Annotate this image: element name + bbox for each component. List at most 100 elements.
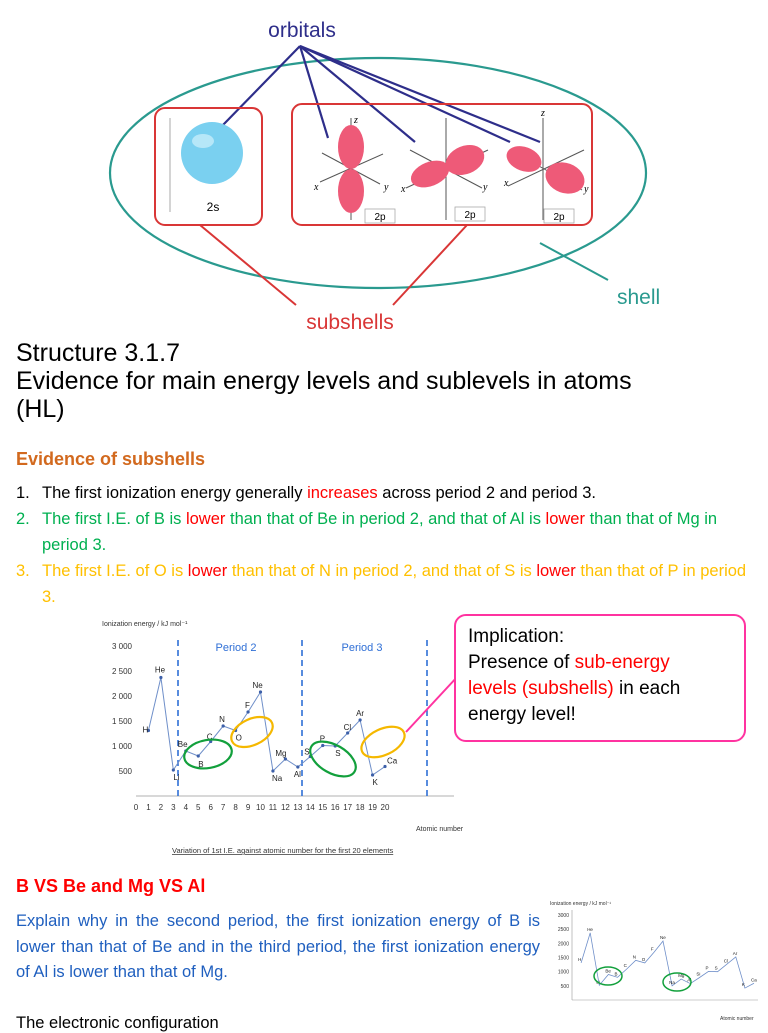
mini-chart-xlabel: Atomic number	[720, 1016, 754, 1022]
mini-element-label: K	[742, 982, 745, 987]
x-tick-label: 17	[343, 803, 352, 812]
element-label: Al	[294, 770, 301, 779]
y-tick-label: 2 000	[112, 692, 133, 701]
chart-caption: Variation of 1st I.E. against atomic num…	[172, 846, 393, 855]
explain-question: Explain why in the second period, the fi…	[16, 912, 540, 981]
data-point	[383, 764, 387, 769]
element-label: He	[155, 666, 166, 675]
element-label: B	[198, 760, 203, 769]
mini-element-label: Si	[696, 972, 700, 977]
callout-line-3: levels (subshells) in each	[468, 678, 681, 699]
point-1: 1. The first ionization energy generally…	[16, 484, 596, 502]
data-point	[196, 754, 200, 758]
p-orbital-label-3: 2p	[553, 212, 565, 223]
element-label: O	[236, 734, 242, 743]
y-tick-label: 500	[119, 767, 133, 776]
slide-title: Structure 3.1.7 Evidence for main energy…	[16, 339, 766, 423]
mini-element-label: He	[587, 927, 593, 932]
title-line-2: Evidence for main energy levels and subl…	[16, 367, 632, 395]
element-label: Be	[178, 740, 188, 749]
x-tick-label: 1	[146, 803, 151, 812]
highlight-mg-al	[309, 740, 357, 778]
mini-element-label: P	[706, 965, 709, 970]
mini-element-label: C	[624, 963, 628, 968]
mini-y-tick-label: 2000	[558, 941, 569, 947]
p-orbital-label-2: 2p	[464, 210, 476, 221]
mini-element-label: Be	[605, 969, 611, 974]
callout-pointer	[405, 675, 459, 733]
element-label: K	[373, 778, 379, 787]
mini-element-label: O	[642, 957, 646, 962]
highlight-p-s	[360, 725, 406, 759]
data-point	[258, 690, 263, 694]
mini-y-tick-label: 2500	[558, 927, 569, 933]
element-label: Ne	[253, 681, 264, 690]
x-tick-label: 16	[331, 803, 340, 812]
mini-y-tick-label: 1500	[558, 956, 569, 962]
x-tick-label: 11	[269, 803, 278, 812]
period-2-label: Period 2	[216, 642, 257, 654]
callout-line-1: Implication:	[468, 626, 565, 647]
chart-ylabel: Ionization energy / kJ mol⁻¹	[102, 621, 188, 628]
shell-ellipse	[108, 56, 648, 290]
section-heading-b-vs-be: B VS Be and Mg VS Al	[16, 876, 206, 896]
x-tick-label: 20	[381, 803, 390, 812]
data-point	[346, 731, 350, 735]
p-subshell-box	[291, 103, 593, 226]
y-tick-label: 1 000	[112, 742, 133, 751]
data-point	[221, 724, 225, 728]
data-point	[370, 773, 375, 777]
subshells-pointer-lines	[199, 224, 468, 306]
orbital-diagram: orbitals 2s z x y 2p x y 2p z	[108, 19, 660, 334]
data-point	[321, 743, 325, 748]
element-label: Ca	[387, 757, 398, 766]
y-tick-label: 2 500	[112, 667, 133, 676]
svg-text:x: x	[503, 178, 509, 189]
point-2: 2. The first I.E. of B is lower than tha…	[16, 510, 718, 554]
shell-label: shell	[617, 286, 660, 309]
subshells-label: subshells	[306, 311, 394, 334]
svg-text:x: x	[313, 182, 319, 193]
mini-element-label: Mg	[678, 973, 685, 978]
data-point	[358, 718, 362, 722]
orbitals-pointer-lines	[221, 44, 541, 144]
data-point	[146, 728, 151, 733]
element-label: Cl	[344, 723, 352, 732]
element-label: P	[320, 735, 325, 744]
data-point	[159, 675, 163, 680]
x-tick-label: 4	[184, 803, 189, 812]
x-tick-label: 19	[368, 803, 377, 812]
callout-line-2: Presence of sub-energy	[468, 652, 670, 673]
s-orbital-label: 2s	[207, 200, 220, 214]
element-label: Ar	[356, 709, 364, 718]
s-orbital-sphere	[181, 122, 243, 184]
mini-element-label: Na	[669, 980, 675, 985]
data-point	[271, 769, 275, 773]
s-subshell-box	[154, 107, 263, 226]
element-label: Si	[304, 748, 311, 757]
y-tick-label: 3 000	[112, 642, 133, 651]
ionization-energy-chart: Ionization energy / kJ mol⁻¹ 3 000 2 500 2…	[102, 621, 464, 855]
element-label: Na	[272, 774, 283, 783]
svg-text:y: y	[583, 184, 589, 195]
mini-element-label: B	[615, 971, 618, 976]
mini-y-tick-label: 3000	[558, 913, 569, 919]
element-label: C	[207, 733, 213, 742]
x-tick-label: 3	[171, 803, 176, 812]
py-orbital: z x y 2p	[503, 108, 589, 224]
svg-text:z: z	[540, 108, 545, 119]
x-tick-label: 6	[208, 803, 213, 812]
x-tick-label: 18	[356, 803, 365, 812]
mini-series-line	[580, 932, 755, 989]
mini-element-label: Al	[687, 978, 691, 983]
x-tick-label: 8	[233, 803, 238, 812]
period-3-label: Period 3	[342, 642, 383, 654]
element-label: Mg	[275, 749, 286, 758]
mini-highlight-mg-al	[662, 972, 692, 992]
mini-y-tick-label: 500	[561, 984, 570, 990]
shell-pointer-line	[539, 242, 609, 281]
mini-chart-ylabel: Ionization energy / kJ mol⁻¹	[550, 901, 611, 907]
section-heading-evidence: Evidence of subshells	[16, 449, 206, 469]
mini-ionization-chart: Ionization energy / kJ mol⁻¹ 3000 2500 200…	[550, 901, 758, 1022]
mini-y-tick-label: 1000	[558, 970, 569, 976]
